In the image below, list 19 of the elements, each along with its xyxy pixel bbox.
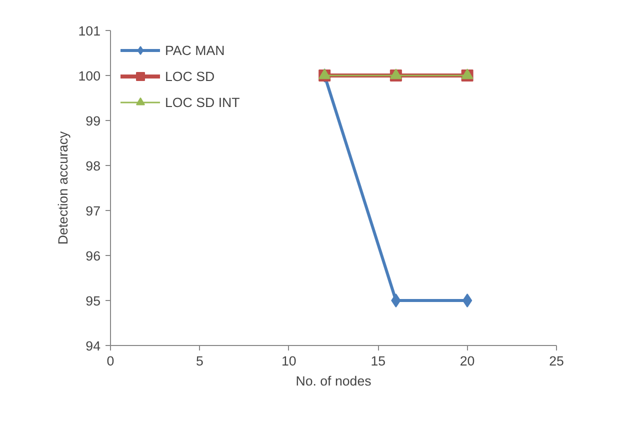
x-axis-title: No. of nodes	[296, 374, 372, 388]
legend-label: LOC SD INT	[165, 94, 240, 110]
x-tick-label: 5	[196, 354, 204, 368]
y-tick-label: 101	[78, 24, 101, 38]
x-tick-label: 20	[460, 354, 475, 368]
x-tick-label: 0	[106, 354, 114, 368]
y-tick-label: 98	[86, 158, 101, 174]
y-axis-title: Detection accuracy	[55, 130, 70, 245]
legend-label: LOC SD	[165, 68, 215, 84]
y-tick-label: 97	[86, 204, 101, 218]
y-tick-label: 100	[78, 68, 101, 84]
x-tick-label: 10	[281, 354, 296, 368]
x-tick-label: 25	[549, 354, 564, 368]
y-tick-label: 94	[86, 338, 102, 354]
y-tick-label: 96	[86, 248, 101, 264]
y-tick-label: 95	[86, 294, 101, 308]
y-tick-label: 99	[86, 114, 101, 128]
legend-label: PAC MAN	[165, 42, 225, 58]
x-tick-label: 15	[370, 354, 386, 368]
